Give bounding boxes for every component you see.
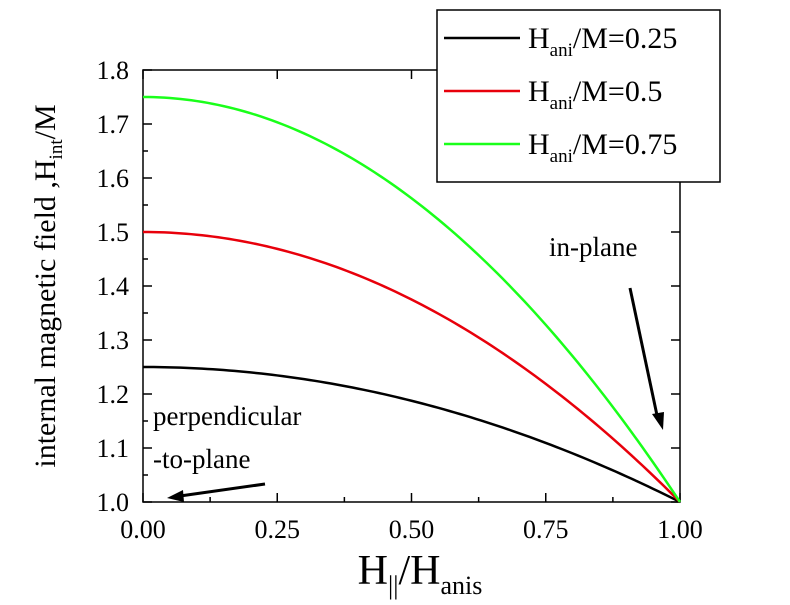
series-layer [142,95,682,504]
y-tick-label: 1.1 [97,434,130,463]
series-line-0-25 [142,365,681,504]
x-tick-label: 0.00 [120,515,166,544]
y-axis-title-main: internal magnetic field ,H [29,159,62,467]
x-axis-title-mid: /H [398,548,440,594]
y-tick-label: 1.4 [97,272,130,301]
legend-entry: Hani/M=0.25 [528,22,677,61]
y-axis-title-tail: /M [29,104,62,139]
x-axis-title-sub: || [388,571,398,600]
annotation-to-plane: -to-plane [153,444,250,474]
series-line-0-75 [142,95,682,503]
annotation-perpendicular: perpendicular [153,401,301,431]
x-tick-label: 0.75 [523,515,569,544]
y-tick-label: 1.6 [97,164,130,193]
arrow-perpendicular-head [167,490,184,502]
y-tick-label: 1.8 [97,56,130,85]
legend: Hani/M=0.25 Hani/M=0.5 Hani/M=0.75 [436,9,721,183]
arrow-perpendicular [179,482,266,498]
arrow-in-plane [628,287,660,421]
annotation-in-plane: in-plane [549,232,637,262]
y-axis-title-sub: int [46,139,67,160]
legend-entry: Hani/M=0.75 [528,128,677,167]
y-axis-title: internal magnetic field ,Hint/M [29,104,67,467]
y-tick-label: 1.3 [97,326,130,355]
series-line-0-5 [142,230,681,503]
x-axis-title: H||/Hanis [358,548,483,600]
x-tick-label: 1.00 [657,515,703,544]
legend-entry: Hani/M=0.5 [528,75,662,114]
y-tick-label: 1.7 [97,110,130,139]
y-tick-label: 1.0 [97,488,130,517]
x-tick-label: 0.25 [255,515,301,544]
y-tick-label: 1.5 [97,218,130,247]
arrow-in-plane-head [652,412,664,430]
x-tick-label: 0.50 [389,515,435,544]
x-axis-title-sub2: anis [440,571,482,600]
ticks: 0.00 0.25 0.50 0.75 1.00 1.0 1.1 1.2 1.3 1.4 1.5 1.… [97,56,703,544]
x-axis-title-main: H [358,548,388,594]
y-tick-label: 1.2 [97,380,130,409]
